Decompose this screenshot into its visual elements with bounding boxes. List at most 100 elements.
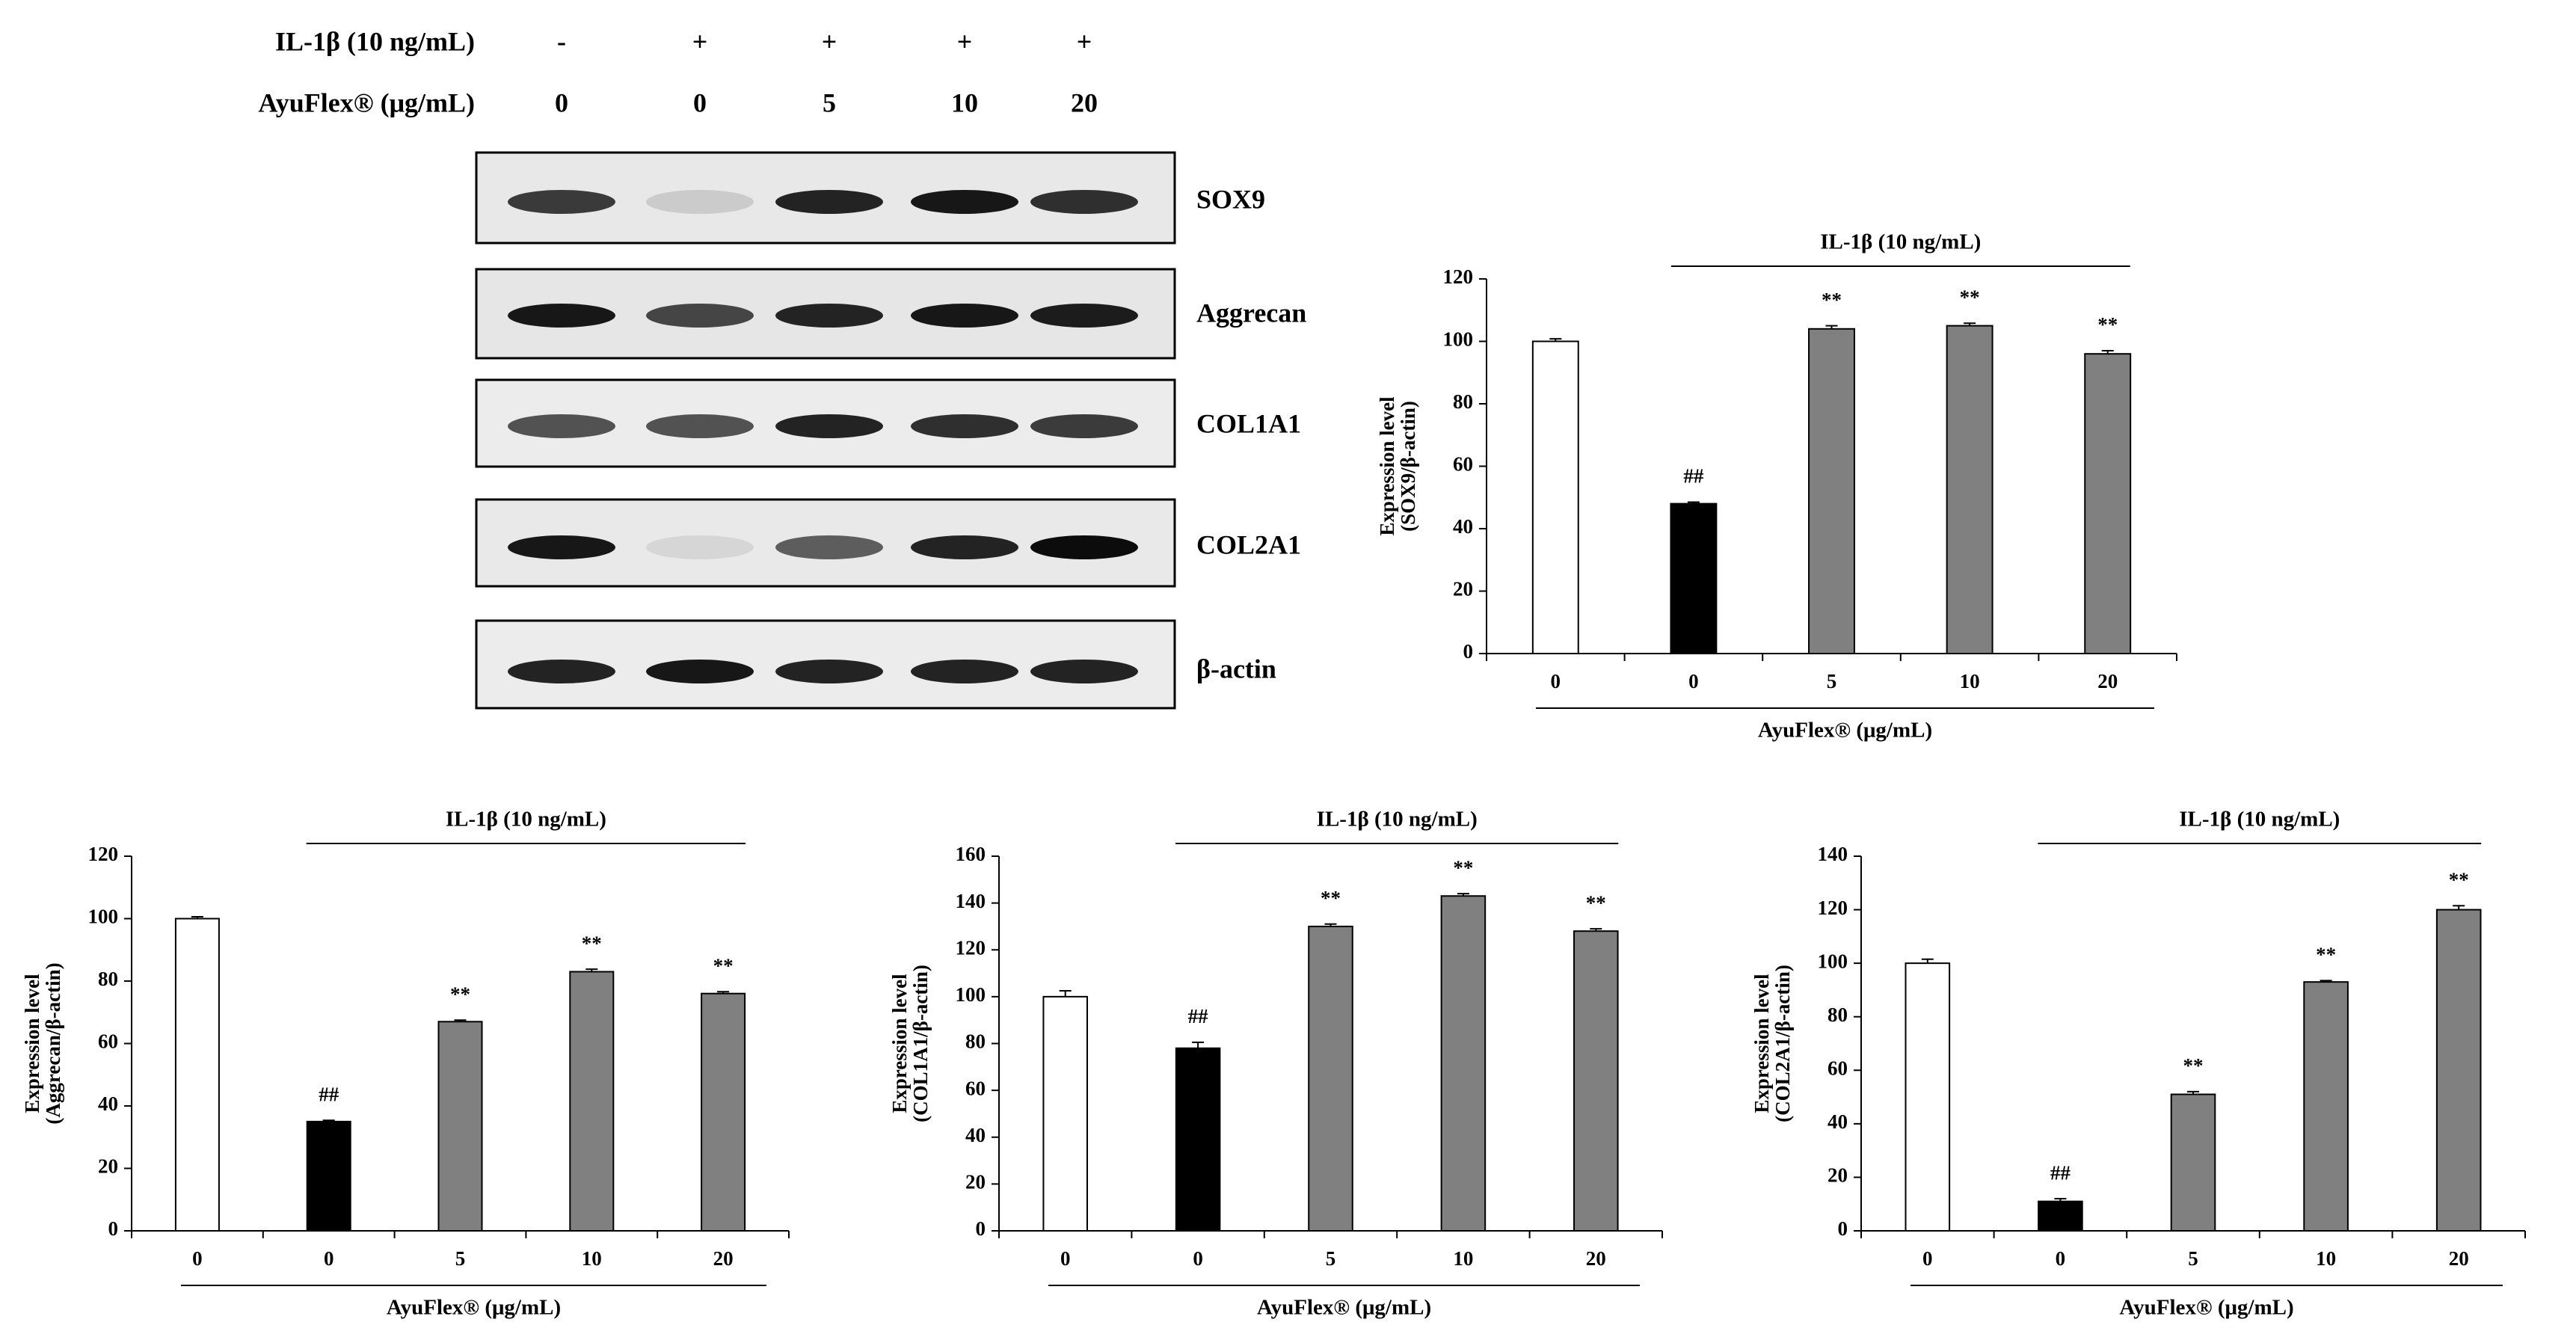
blot-band (646, 414, 754, 438)
bar (1042, 995, 1088, 1232)
y-tick-label: 80 (98, 968, 118, 990)
y-tick-label: 40 (98, 1092, 118, 1115)
significance-label: ## (319, 1083, 339, 1105)
bar (174, 918, 220, 1232)
blot-band (775, 414, 883, 438)
y-tick-label: 60 (965, 1077, 986, 1099)
error-bar (2320, 980, 2332, 983)
protein-label: SOX9 (1196, 184, 1265, 214)
y-axis-label: (COL2A1/β-actin) (1771, 965, 1794, 1122)
blot-band (775, 660, 883, 683)
blot-lane-label: + (692, 26, 708, 56)
western-blot (475, 151, 1176, 710)
y-tick-label: 60 (1453, 453, 1473, 476)
significance-label: ** (2097, 313, 2118, 336)
y-tick-label: 20 (1453, 578, 1473, 600)
blot-band (508, 190, 615, 214)
x-tick-label: 10 (1453, 1247, 1473, 1270)
x-tick-label: 5 (455, 1247, 466, 1270)
y-tick-label: 100 (88, 906, 119, 928)
x-tick-label: 20 (2097, 670, 2118, 692)
blot-band (1030, 660, 1138, 683)
error-bar (585, 968, 598, 972)
x-tick-label: 0 (1922, 1247, 1933, 1270)
treatment-label: IL-1β (10 ng/mL) (2179, 808, 2340, 832)
bar (569, 971, 615, 1232)
bar (306, 1120, 351, 1232)
protein-label: Aggrecan (1196, 298, 1306, 328)
error-bar (191, 915, 203, 919)
y-tick-label: 100 (1443, 328, 1474, 351)
y-tick-label: 20 (1828, 1164, 1848, 1187)
y-tick-label: 0 (108, 1217, 119, 1240)
blot-band (911, 190, 1018, 214)
significance-label: ** (1960, 286, 1980, 308)
blot-row-label: IL-1β (10 ng/mL) (275, 26, 475, 56)
blot-band (646, 660, 754, 683)
y-tick-label: 40 (1453, 515, 1473, 538)
error-bar (322, 1119, 335, 1122)
y-axis-label: Expression level (888, 974, 911, 1113)
bar (437, 1021, 483, 1232)
y-tick-label: 20 (965, 1171, 986, 1193)
bar (2084, 353, 2132, 654)
x-tick-label: 20 (2449, 1247, 2469, 1270)
y-tick-label: 60 (1828, 1057, 1848, 1079)
y-tick-label: 100 (1818, 950, 1848, 972)
y-tick-label: 40 (965, 1124, 986, 1146)
x-tick-label: 5 (1827, 670, 1837, 692)
treatment-label: IL-1β (10 ng/mL) (446, 808, 606, 832)
error-bar (1192, 1041, 1205, 1048)
x-tick-label: 0 (1688, 670, 1699, 692)
significance-label: ** (450, 983, 470, 1005)
error-bar (1964, 322, 1976, 326)
error-bar (2054, 1198, 2067, 1202)
blot-band (1030, 304, 1138, 328)
error-bar (2453, 905, 2465, 910)
bar (1670, 502, 1718, 654)
protein-label: COL1A1 (1196, 408, 1301, 438)
y-tick-label: 0 (1838, 1217, 1848, 1240)
y-tick-label: 0 (976, 1217, 986, 1240)
x-axis-label: AyuFlex® (μg/mL) (2119, 1296, 2293, 1320)
blot-band (775, 304, 883, 328)
y-tick-label: 140 (1818, 843, 1848, 865)
error-bar (1687, 501, 1700, 504)
significance-label: ** (1586, 891, 1606, 914)
error-bar (1590, 928, 1602, 932)
blot-band (508, 414, 615, 438)
error-bar (1059, 990, 1072, 997)
x-tick-label: 0 (192, 1247, 203, 1270)
significance-label: ** (582, 932, 602, 954)
error-bar (1921, 958, 1934, 964)
y-axis-label: Expression level (1750, 974, 1773, 1113)
bar (2303, 981, 2349, 1232)
blot-band (646, 535, 754, 559)
bar (1440, 895, 1487, 1232)
blot-lane-label: + (957, 26, 973, 56)
significance-label: ** (1822, 289, 1842, 311)
x-tick-label: 5 (1326, 1247, 1336, 1270)
blot-lane-label: 0 (555, 87, 568, 117)
error-bar (2101, 350, 2114, 354)
bar (1531, 340, 1579, 654)
x-tick-label: 5 (2188, 1247, 2198, 1270)
x-axis-label: AyuFlex® (μg/mL) (1758, 719, 1932, 743)
bar (1175, 1047, 1221, 1232)
x-tick-label: 10 (582, 1247, 602, 1270)
x-axis-label: AyuFlex® (μg/mL) (1257, 1296, 1431, 1320)
x-tick-label: 10 (2316, 1247, 2336, 1270)
y-tick-label: 100 (956, 983, 986, 1006)
blot-band (1030, 190, 1138, 214)
error-bar (1457, 893, 1469, 897)
blot-lane-label: 10 (951, 87, 978, 117)
blot-band (1030, 414, 1138, 438)
blot-band (646, 304, 754, 328)
treatment-label: IL-1β (10 ng/mL) (1820, 230, 1981, 254)
significance-label: ** (2449, 868, 2469, 891)
bar (1946, 325, 1994, 654)
y-tick-label: 60 (98, 1030, 118, 1053)
y-tick-label: 160 (956, 843, 986, 865)
bar (1808, 328, 1855, 654)
